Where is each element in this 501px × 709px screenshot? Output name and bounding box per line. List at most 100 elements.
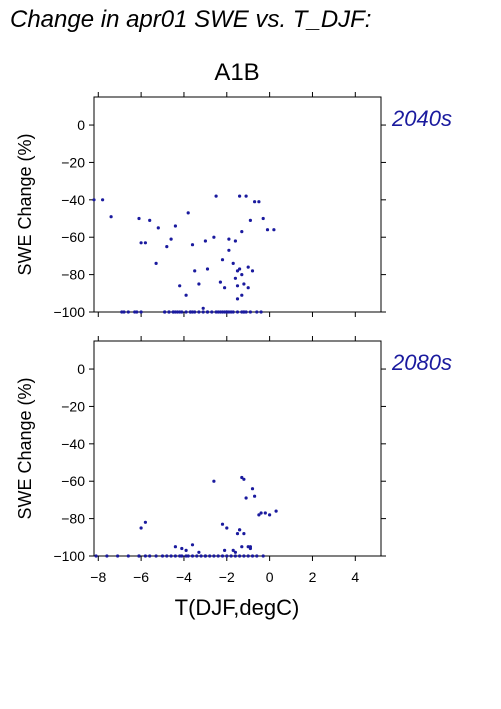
x-tick-label: 2 [309,569,317,585]
data-point [171,310,175,314]
data-point [154,554,158,558]
y-tick-label: −20 [61,398,85,414]
data-point [259,310,263,314]
data-point [240,475,244,480]
data-point [257,513,261,517]
data-point [246,545,250,549]
data-point [233,239,237,243]
data-point [197,550,201,554]
data-point [135,310,139,314]
data-point [261,554,265,558]
data-point [248,310,252,314]
data-point [180,310,184,314]
data-point [235,284,240,288]
y-tick-label: −40 [61,436,85,452]
y-tick-label: 0 [77,117,85,133]
data-point [248,218,252,222]
data-point [257,200,261,204]
data-point [220,554,225,558]
data-point [244,496,248,500]
data-point [242,532,246,536]
x-tick-label: 0 [266,569,274,585]
data-point [148,554,152,558]
data-point [173,224,177,228]
data-point [173,545,177,549]
data-point [265,228,270,232]
data-point [190,543,195,547]
x-axis-label: T(DJF,degC) [175,595,300,620]
data-point [148,218,152,222]
data-point [238,554,242,558]
y-tick-label: −80 [61,267,85,283]
data-point [199,554,203,558]
data-point [242,282,246,286]
data-point [165,554,169,558]
data-point [94,554,98,558]
data-point [201,306,205,310]
data-point [238,528,242,532]
data-point [160,554,165,558]
y-tick-label: −20 [61,154,85,170]
data-point [116,554,120,558]
data-point [250,269,255,273]
data-point [214,194,218,198]
data-point [190,243,195,247]
data-point [169,237,173,241]
data-point [143,241,147,245]
data-point [244,194,248,198]
data-point [163,310,167,314]
data-point [210,310,214,314]
scenario-title: A1B [214,59,259,86]
y-tick-label: −60 [61,229,85,245]
data-point [214,310,218,314]
plot-frame [93,96,382,313]
x-tick-label: −4 [176,569,192,585]
data-point [197,310,201,314]
y-tick-label: −100 [53,304,85,320]
data-point [193,269,197,273]
data-point [253,200,257,204]
data-point [120,310,124,314]
data-point [180,546,184,551]
x-tick-label: −6 [133,569,149,585]
data-point [218,310,222,314]
data-point [235,297,240,301]
data-point [227,310,231,314]
data-point [263,511,267,515]
plot-frame [93,340,382,557]
y-axis-label: SWE Change (%) [15,133,35,275]
data-point [167,310,171,314]
data-point [246,554,250,558]
data-point [225,526,229,530]
data-point [231,548,235,553]
data-point [197,282,201,286]
data-point [137,554,141,558]
data-point [212,235,216,239]
data-point [154,261,158,265]
figure-title: Change in apr01 SWE vs. T_DJF: [10,6,371,33]
data-point [238,267,242,271]
data-point [203,239,207,243]
data-point [143,554,147,558]
data-point [244,310,248,314]
data-point [205,267,210,271]
data-point [105,554,109,558]
data-point [223,548,227,553]
data-point [139,526,143,530]
data-point [233,276,237,280]
data-point [242,554,246,558]
y-tick-label: 0 [77,361,85,377]
data-point [126,310,130,314]
data-point [184,548,188,553]
data-point [272,228,276,232]
data-point [248,545,252,549]
data-point [173,554,177,558]
data-point [101,198,105,202]
data-point [139,310,143,314]
data-point [126,554,130,558]
data-point [92,198,96,202]
data-point [259,511,263,515]
data-point [242,477,246,481]
